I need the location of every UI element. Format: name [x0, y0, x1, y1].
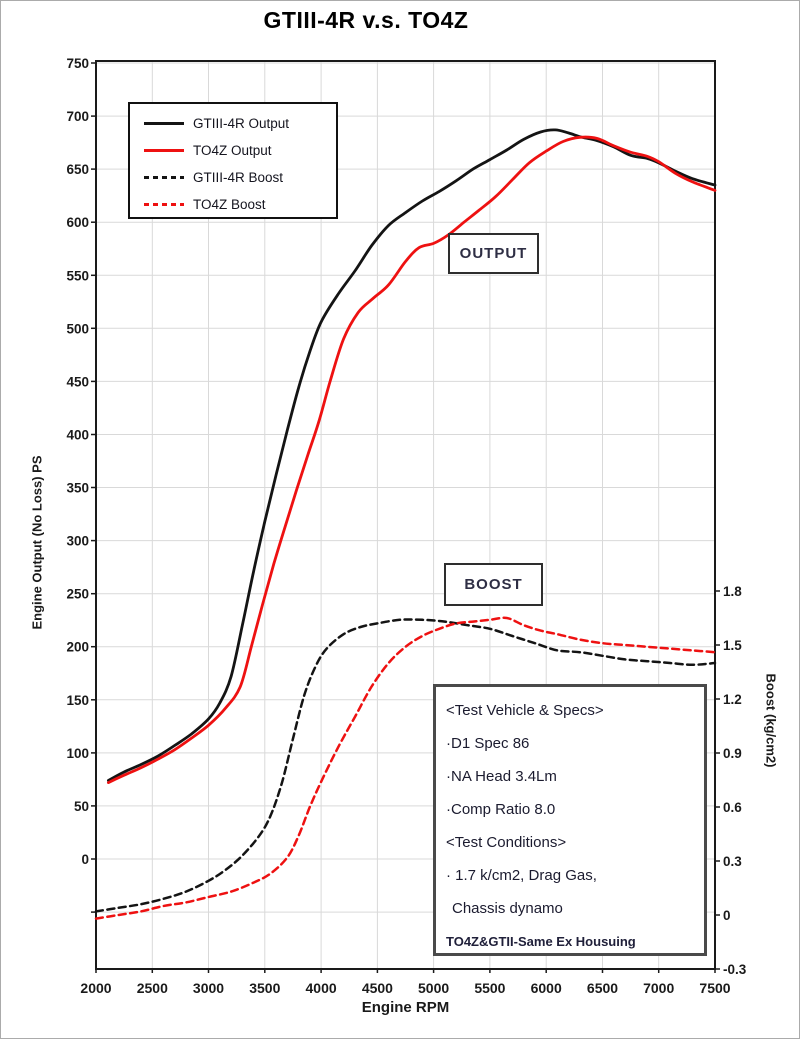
solid-black-line-swatch [144, 122, 184, 125]
spec-line: ·Comp Ratio 8.0 [446, 801, 556, 818]
legend-item-to4z-boost: TO4Z Boost [130, 191, 336, 218]
svg-text:-0.3: -0.3 [723, 962, 747, 977]
svg-text:0.3: 0.3 [723, 854, 742, 869]
svg-text:750: 750 [66, 56, 89, 71]
boost-annotation-box: BOOST [444, 563, 543, 606]
spec-line: <Test Vehicle & Specs> [446, 702, 604, 719]
legend: GTIII-4R Output TO4Z Output GTIII-4R Boo… [128, 102, 338, 219]
svg-text:7000: 7000 [643, 980, 674, 996]
svg-text:6000: 6000 [531, 980, 562, 996]
spec-line: <Test Conditions> [446, 834, 567, 851]
legend-label: TO4Z Output [193, 143, 272, 158]
svg-text:500: 500 [66, 321, 89, 336]
svg-text:3000: 3000 [193, 980, 224, 996]
svg-text:450: 450 [66, 374, 89, 389]
svg-text:1.5: 1.5 [723, 638, 742, 653]
svg-text:0.6: 0.6 [723, 800, 742, 815]
svg-text:200: 200 [66, 640, 89, 655]
svg-text:1.8: 1.8 [723, 584, 742, 599]
svg-text:5000: 5000 [418, 980, 449, 996]
right-axis-title: Boost (kg/cm2) [763, 673, 779, 768]
legend-label: TO4Z Boost [193, 197, 266, 212]
chart-title: GTIII-4R v.s. TO4Z [263, 7, 469, 33]
svg-text:350: 350 [66, 481, 89, 496]
test-specs-box: <Test Vehicle & Specs> ·D1 Spec 86 ·NA H… [433, 684, 707, 956]
solid-red-line-swatch [144, 149, 184, 152]
dashed-red-line-swatch [144, 203, 184, 206]
svg-text:300: 300 [66, 534, 89, 549]
svg-text:4000: 4000 [306, 980, 337, 996]
output-annotation-box: OUTPUT [448, 233, 539, 274]
svg-text:150: 150 [66, 693, 89, 708]
dashed-black-line-swatch [144, 176, 184, 179]
svg-text:400: 400 [66, 428, 89, 443]
x-axis-title: Engine RPM [361, 999, 450, 1016]
svg-text:5500: 5500 [474, 980, 505, 996]
spec-line: ·NA Head 3.4Lm [446, 768, 557, 785]
svg-text:6500: 6500 [587, 980, 618, 996]
svg-text:7500: 7500 [699, 980, 730, 996]
svg-text:100: 100 [66, 746, 89, 761]
legend-item-gtiii-boost: GTIII-4R Boost [130, 164, 336, 191]
spec-line: TO4Z&GTII-Same Ex Housuing [446, 934, 636, 949]
svg-text:650: 650 [66, 162, 89, 177]
svg-text:2000: 2000 [80, 980, 111, 996]
svg-text:0: 0 [81, 852, 89, 867]
legend-label: GTIII-4R Boost [193, 170, 284, 185]
svg-text:3500: 3500 [249, 980, 280, 996]
svg-text:4500: 4500 [362, 980, 393, 996]
spec-line: · 1.7 k/cm2, Drag Gas, [446, 867, 597, 884]
spec-line: ·D1 Spec 86 [446, 735, 530, 752]
svg-text:700: 700 [66, 109, 89, 124]
svg-text:250: 250 [66, 587, 89, 602]
left-axis-title: Engine Output (No Loss) PS [29, 455, 45, 630]
svg-text:0: 0 [723, 908, 731, 923]
svg-text:600: 600 [66, 215, 89, 230]
svg-text:50: 50 [74, 799, 89, 814]
svg-text:550: 550 [66, 268, 89, 283]
svg-text:0.9: 0.9 [723, 746, 742, 761]
spec-line: Chassis dynamo [452, 900, 563, 917]
svg-text:1.2: 1.2 [723, 692, 742, 707]
legend-item-gtiii-output: GTIII-4R Output [130, 110, 336, 137]
legend-label: GTIII-4R Output [193, 116, 290, 131]
svg-text:2500: 2500 [137, 980, 168, 996]
legend-item-to4z-output: TO4Z Output [130, 137, 336, 164]
